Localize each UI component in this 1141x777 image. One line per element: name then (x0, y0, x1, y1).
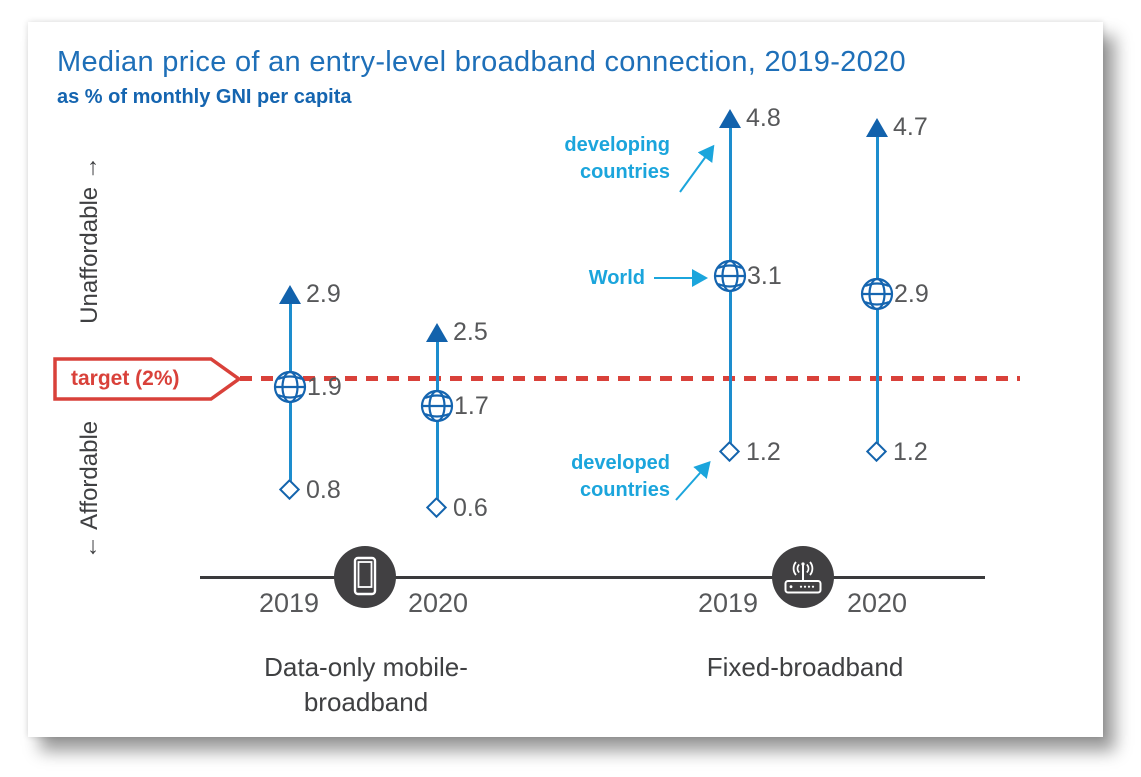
year-label-fixed-2019: 2019 (697, 588, 759, 618)
group-label-fixed-broadband: Fixed-broadband (706, 652, 904, 682)
diamond-icon (278, 478, 301, 500)
value-label: 4.8 (746, 103, 781, 132)
triangle-up-icon (719, 108, 741, 128)
chart-card: Median price of an entry-level broadband… (28, 22, 1103, 737)
chart-subtitle: as % of monthly GNI per capita (57, 86, 352, 108)
target-dashed-line (240, 376, 1020, 381)
globe-icon (860, 278, 894, 311)
value-label: 0.6 (453, 494, 488, 523)
triangle-up-icon (279, 285, 301, 305)
annotation-world: World (588, 267, 645, 289)
x-axis-line (200, 576, 985, 579)
value-label: 2.9 (306, 280, 341, 309)
diamond-icon (425, 497, 448, 519)
fixed-broadband-icon-circle (772, 546, 834, 608)
triangle-up-icon (426, 322, 448, 342)
value-label: 2.5 (453, 317, 488, 346)
value-label: 4.7 (893, 112, 928, 141)
target-flag-shape (53, 357, 243, 401)
smartphone-icon (353, 556, 377, 596)
diamond-icon (718, 441, 741, 463)
router-icon (784, 561, 822, 594)
value-label: 3.1 (747, 261, 782, 290)
diamond-icon (865, 441, 888, 463)
chart-title: Median price of an entry-level broadband… (57, 46, 906, 78)
globe-icon (420, 389, 454, 422)
triangle-up-icon (866, 117, 888, 137)
value-label: 2.9 (894, 280, 929, 309)
value-label: 1.2 (893, 438, 928, 467)
value-label: 1.7 (454, 391, 489, 420)
group-label-mobile-broadband: Data-only mobile-broadband (264, 652, 468, 717)
mobile-broadband-icon-circle (334, 546, 396, 608)
annotation-developing-countries: developing countries (564, 134, 670, 183)
value-label: 0.8 (306, 475, 341, 504)
year-label-fixed-2020: 2020 (846, 588, 908, 618)
value-label: 1.2 (746, 438, 781, 467)
annotation-developed-countries: developed countries (571, 452, 670, 501)
value-label: 1.9 (307, 373, 342, 402)
target-flag-label: target (2%) (71, 367, 180, 390)
globe-icon (713, 259, 747, 292)
plot-area: 2.9 1.9 0.8 2.5 1.7 0.6 4.8 3.1 1.2 4.7 2.9 1.2 (28, 22, 1103, 737)
globe-icon (273, 371, 307, 404)
year-label-mobile-2020: 2020 (407, 588, 469, 618)
year-label-mobile-2019: 2019 (258, 588, 320, 618)
